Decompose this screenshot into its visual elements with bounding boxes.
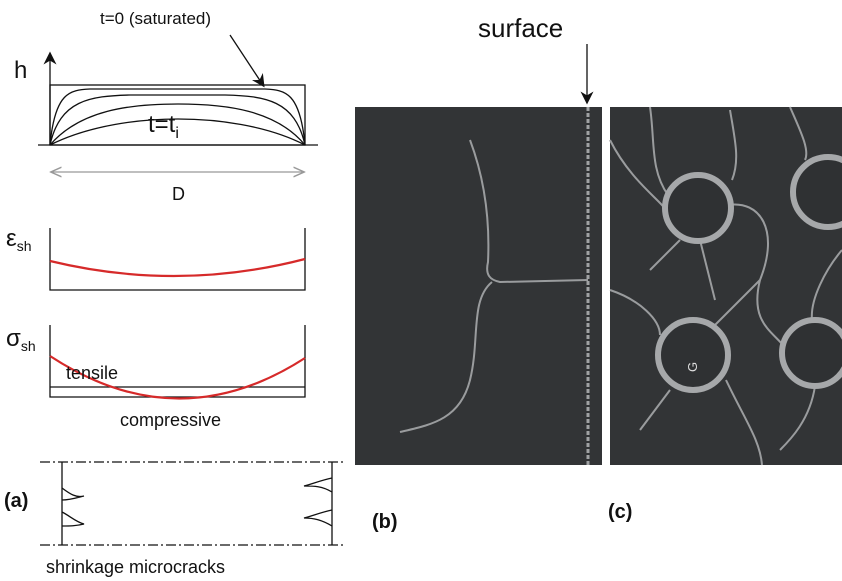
strain-profile: εsh: [6, 225, 305, 290]
tensile-label: tensile: [66, 363, 118, 383]
panel-label: (b): [372, 511, 398, 533]
figure: h t=0 (saturated) t=ti D εsh σsh tensile…: [0, 0, 842, 581]
h-label: h: [14, 57, 27, 84]
d-label: D: [172, 184, 185, 204]
stress-profile: σsh tensile compressive: [6, 325, 305, 430]
moisture-profiles: h t=0 (saturated) t=ti D: [14, 9, 318, 204]
grain-label: G: [685, 362, 700, 372]
saturated-label: t=0 (saturated): [100, 9, 211, 28]
surface-label: surface: [478, 13, 563, 43]
micrograph-c: G (c): [608, 107, 842, 523]
stress-label: σsh: [6, 325, 36, 354]
micrograph-b: surface (b): [355, 13, 602, 533]
ti-label: t=ti: [148, 111, 179, 142]
panel-label: (c): [608, 501, 632, 523]
compressive-label: compressive: [120, 410, 221, 430]
microcrack-sketch: (a) shrinkage microcracks: [4, 462, 345, 577]
caption: shrinkage microcracks: [46, 557, 225, 577]
strain-label: εsh: [6, 225, 32, 254]
panel-label: (a): [4, 490, 28, 512]
